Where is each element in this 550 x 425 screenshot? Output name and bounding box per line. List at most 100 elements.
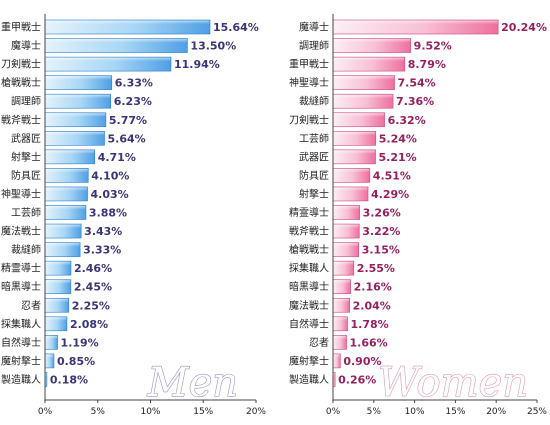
category-label-women-15: 魔法戦士 [289,299,329,312]
bar-shine-women-18 [333,354,340,362]
value-label-women-10: 3.26% [363,207,401,220]
category-label-women-0: 魔導士 [299,21,329,34]
value-label-women-15: 2.04% [353,299,391,312]
category-label-women-12: 槍戦戦士 [289,243,329,256]
bar-shine-women-4 [333,94,393,102]
category-label-men-17: 自然導士 [1,336,41,349]
value-label-men-5: 5.77% [109,114,147,127]
category-label-men-18: 魔射撃士 [1,354,41,367]
value-label-women-18: 0.90% [343,355,381,368]
x-tick-label-women-3: 15% [445,407,465,417]
category-label-men-19: 製造職人 [1,373,41,386]
category-label-men-16: 採集職人 [1,317,41,330]
category-label-women-19: 製造職人 [289,373,329,386]
bar-shine-women-6 [333,131,376,139]
value-label-women-9: 4.29% [371,188,409,201]
x-tick-label-men-4: 20% [246,407,266,417]
value-label-women-0: 20.24% [501,21,547,34]
category-label-women-7: 武器匠 [299,150,329,163]
bar-shine-women-14 [333,280,351,288]
category-label-men-10: 工芸師 [11,206,41,219]
value-label-men-12: 3.33% [83,244,121,257]
value-label-men-11: 3.43% [84,225,122,238]
bar-shine-women-3 [333,76,395,84]
category-label-women-9: 射撃士 [299,187,329,200]
x-tick-label-men-3: 15% [193,407,213,417]
bar-shine-men-1 [45,39,187,47]
category-label-women-5: 刀剣戦士 [289,113,329,126]
bar-shine-women-8 [333,168,370,176]
value-label-men-4: 6.23% [114,95,152,108]
value-label-men-13: 2.46% [74,262,112,275]
value-label-women-13: 2.55% [357,262,395,275]
bar-shine-men-5 [45,113,106,121]
x-tick-label-men-1: 5% [91,407,106,417]
bar-shine-men-18 [45,354,54,362]
bar-shine-women-10 [333,206,360,213]
category-label-women-2: 重甲戦士 [289,58,329,71]
value-label-men-3: 6.33% [115,77,153,90]
category-label-men-14: 暗黒導士 [1,280,41,293]
bar-shine-men-4 [45,94,111,102]
bar-shine-men-19 [45,372,47,380]
value-label-men-14: 2.45% [74,281,112,294]
bar-shine-men-11 [45,224,81,232]
category-label-men-9: 神聖導士 [1,187,41,200]
x-tick-label-women-1: 5% [367,407,382,417]
category-label-men-12: 裁縫師 [11,243,41,256]
category-label-women-17: 忍者 [309,337,329,349]
bar-shine-men-17 [45,335,58,343]
value-label-men-10: 3.88% [89,207,127,220]
category-label-men-4: 調理師 [11,95,41,108]
category-label-men-5: 戦斧戦士 [1,113,41,126]
bar-shine-women-16 [333,317,348,325]
bar-shine-men-9 [45,187,88,195]
value-label-women-2: 8.79% [408,58,446,71]
value-label-women-3: 7.54% [398,77,436,90]
value-label-women-16: 1.78% [351,318,389,331]
bar-shine-men-3 [45,76,112,84]
bar-shine-women-2 [333,57,405,65]
bar-shine-women-1 [333,39,411,47]
value-label-men-16: 2.08% [70,318,108,331]
value-label-men-0: 15.64% [213,21,259,34]
x-tick-label-women-2: 10% [405,407,425,417]
category-label-women-18: 魔射撃士 [289,354,329,367]
bar-shine-women-5 [333,113,385,121]
bar-shine-women-7 [333,150,376,158]
category-label-women-3: 神聖導士 [289,76,329,89]
bar-shine-women-12 [333,243,359,251]
panel-title-women: Women [378,360,528,406]
value-label-women-8: 4.51% [373,169,411,182]
category-label-men-1: 魔導士 [11,39,41,52]
value-label-men-8: 4.10% [91,169,129,182]
category-label-women-4: 裁縫師 [299,95,329,108]
category-label-men-15: 忍者 [21,300,41,312]
bar-shine-men-2 [45,57,171,65]
value-label-men-17: 1.19% [61,336,99,349]
category-label-women-6: 工芸師 [299,132,329,145]
value-label-men-15: 2.25% [72,299,110,312]
value-label-women-12: 3.15% [362,244,400,257]
value-label-men-9: 4.03% [91,188,129,201]
value-label-women-5: 6.32% [388,114,426,127]
bar-shine-men-10 [45,206,86,213]
value-label-men-18: 0.85% [57,355,95,368]
x-tick-label-men-2: 10% [140,407,160,417]
x-tick-label-men-0: 0% [38,407,53,417]
bar-shine-men-16 [45,317,67,325]
bar-shine-men-14 [45,280,71,288]
category-label-men-13: 精霊導士 [1,262,41,275]
bar-shine-women-15 [333,298,350,306]
value-label-women-6: 5.24% [379,132,417,145]
bar-shine-men-7 [45,150,95,158]
category-label-women-8: 防具匠 [299,169,329,182]
value-label-women-1: 9.52% [414,40,452,53]
value-label-women-7: 5.21% [379,151,417,164]
x-tick-label-women-4: 20% [486,407,506,417]
category-label-men-11: 魔法戦士 [1,225,41,238]
bar-shine-women-11 [333,224,359,232]
value-label-men-6: 5.64% [108,132,146,145]
